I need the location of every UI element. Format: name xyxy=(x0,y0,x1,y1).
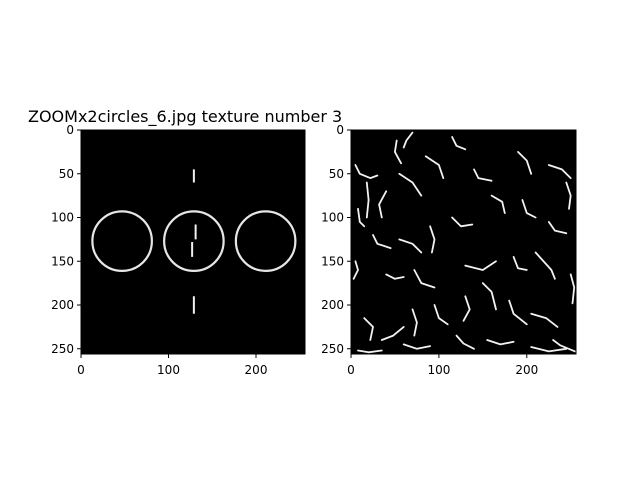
y-tick-label: 200 xyxy=(321,298,344,312)
texture-stroke xyxy=(569,273,576,305)
texture-stroke xyxy=(481,282,497,311)
circle-outline xyxy=(163,210,225,272)
x-tick-label: 100 xyxy=(157,363,180,377)
texture-stroke xyxy=(398,238,423,254)
x-tick-label: 200 xyxy=(245,363,268,377)
texture-stroke xyxy=(547,221,568,235)
texture-stroke xyxy=(385,273,405,280)
panel-frame xyxy=(80,129,306,355)
circle-outline xyxy=(234,210,297,272)
texture-stroke xyxy=(394,139,402,165)
texture-stroke xyxy=(547,164,572,179)
texture-stroke xyxy=(451,216,474,228)
texture-stroke xyxy=(508,299,528,326)
texture-stroke xyxy=(552,339,576,353)
chart-title: ZOOMx2circles_6.jpg texture number 3 xyxy=(28,107,342,127)
texture-stroke xyxy=(565,181,572,210)
y-tick-label: 250 xyxy=(51,342,74,356)
x-tick-label: 100 xyxy=(427,363,450,377)
image-panel-left: 0 100 200 0 50 100 150 200 250 xyxy=(51,123,306,377)
texture-stroke xyxy=(424,155,445,179)
texture-stroke xyxy=(473,168,493,182)
panel-frame xyxy=(350,129,577,355)
texture-stroke xyxy=(490,194,506,214)
x-tick-label: 0 xyxy=(347,363,355,377)
texture-stroke xyxy=(372,234,392,249)
texture-stroke xyxy=(380,326,405,341)
y-tick-label: 150 xyxy=(321,254,344,268)
texture-stroke xyxy=(402,343,431,350)
texture-stroke xyxy=(402,131,414,149)
texture-stroke xyxy=(378,190,388,219)
texture-stroke xyxy=(521,199,537,219)
image-panel-right: 0 100 200 0 50 100 150 200 250 xyxy=(321,123,577,377)
texture-stroke xyxy=(363,317,374,341)
texture-stroke xyxy=(411,308,418,337)
texture-stroke xyxy=(357,207,366,228)
texture-stroke xyxy=(464,260,497,271)
texture-stroke xyxy=(534,251,556,280)
texture-stroke xyxy=(354,164,379,179)
y-tick-label: 50 xyxy=(59,167,74,181)
texture-stroke xyxy=(365,181,370,219)
texture-stroke xyxy=(512,255,528,271)
y-tick-label: 150 xyxy=(51,254,74,268)
y-tick-label: 200 xyxy=(51,298,74,312)
x-tick-label: 200 xyxy=(515,363,538,377)
texture-stroke xyxy=(352,260,359,280)
x-tick-label: 0 xyxy=(77,363,85,377)
texture-stroke xyxy=(517,151,533,175)
y-tick-label: 50 xyxy=(329,167,344,181)
texture-stroke xyxy=(398,172,423,197)
y-tick-label: 0 xyxy=(336,123,344,137)
circle-outline xyxy=(91,210,153,272)
y-tick-label: 100 xyxy=(51,211,74,225)
texture-stroke xyxy=(455,334,475,350)
y-tick-label: 100 xyxy=(321,211,344,225)
texture-stroke xyxy=(486,339,515,346)
texture-stroke xyxy=(429,225,436,254)
y-tick-label: 250 xyxy=(321,342,344,356)
texture-stroke xyxy=(433,304,449,326)
texture-stroke xyxy=(530,346,568,353)
texture-stroke xyxy=(530,312,559,328)
y-tick-label: 0 xyxy=(66,123,74,137)
texture-stroke xyxy=(451,136,467,151)
texture-stroke xyxy=(462,295,471,322)
texture-stroke xyxy=(413,269,436,289)
texture-stroke xyxy=(357,349,383,354)
